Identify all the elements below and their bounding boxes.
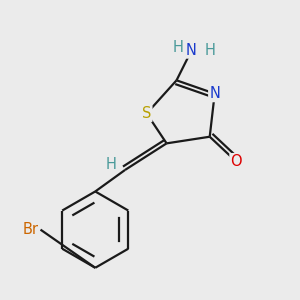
Text: H: H [205, 43, 216, 58]
Text: H: H [106, 158, 117, 172]
Text: S: S [142, 106, 152, 121]
Text: Br: Br [22, 222, 39, 237]
Text: O: O [230, 154, 242, 169]
Text: N: N [186, 43, 197, 58]
Text: N: N [209, 86, 220, 101]
Text: H: H [172, 40, 183, 55]
